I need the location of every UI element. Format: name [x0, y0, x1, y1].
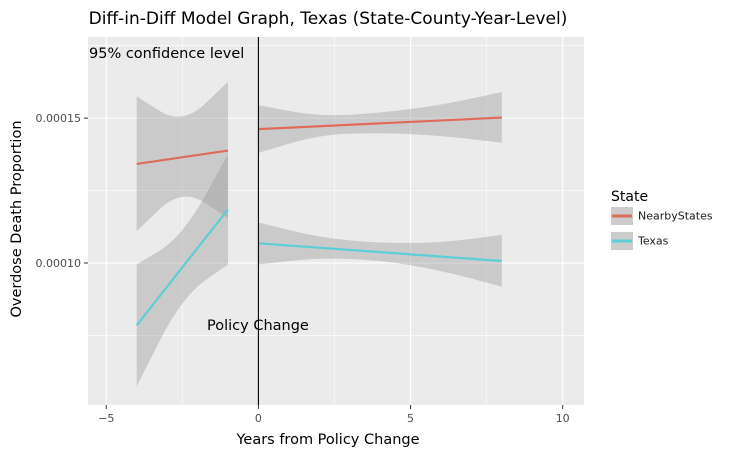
x-tick-label: 10: [556, 412, 570, 425]
nearbystates-fit-line-2: [258, 116, 502, 131]
policy-change-label: Policy Change: [207, 318, 309, 334]
y-tick-label: 0.00010: [36, 257, 82, 270]
x-tick-label: 0: [255, 412, 262, 425]
texas-ci-ribbon-2: [258, 222, 502, 287]
trend-lines: [135, 116, 502, 326]
legend-label-nearbystates: NearbyStates: [638, 210, 713, 223]
y-tick-label: 0.00015: [36, 112, 82, 125]
legend-label-texas: Texas: [637, 235, 669, 248]
x-tick-label: 5: [407, 412, 414, 425]
y-axis-label: Overdose Death Proportion: [9, 120, 25, 317]
legend-title: State: [611, 189, 648, 205]
texas-fit-line-1: [135, 208, 229, 326]
texas-fit-line-2: [258, 242, 502, 263]
x-axis-label: Years from Policy Change: [235, 432, 419, 448]
plot-panel: [88, 37, 584, 405]
nearbystates-fit-line-1: [136, 149, 229, 166]
chart-title: Diff-in-Diff Model Graph, Texas (State-C…: [89, 9, 568, 29]
x-tick-label: −5: [98, 412, 114, 425]
texas-ci-ribbon-1: [136, 154, 228, 387]
confidence-annotation: 95% confidence level: [89, 46, 244, 62]
legend: State NearbyStates Texas: [611, 189, 713, 250]
y-axis-ticks: 0.00010 0.00015: [36, 112, 88, 270]
x-axis-ticks: −5 0 5 10: [98, 405, 570, 425]
